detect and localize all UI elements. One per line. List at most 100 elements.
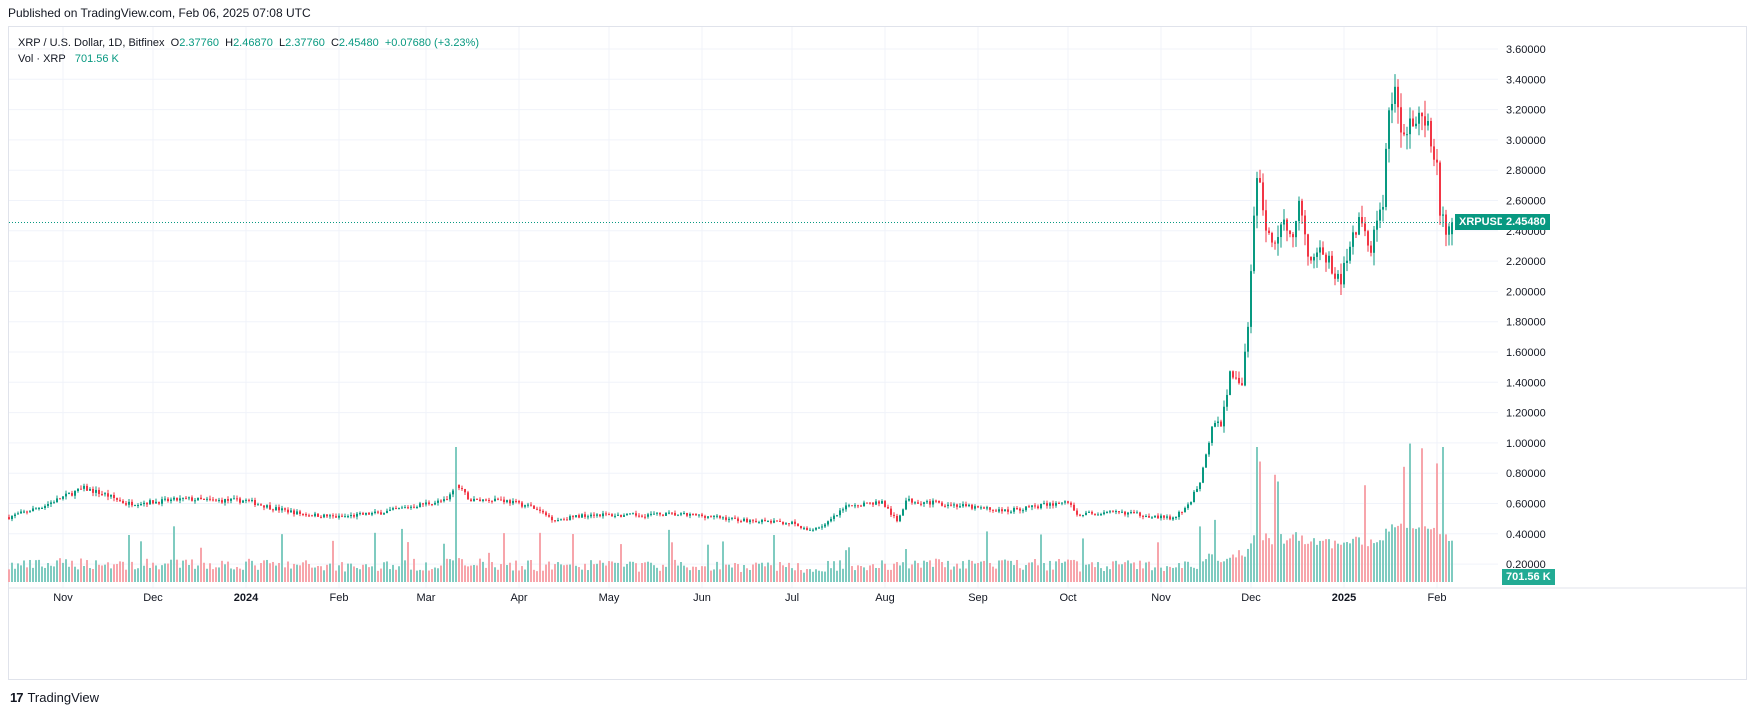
volume-bar <box>500 564 502 582</box>
candle-body <box>125 503 127 505</box>
volume-bar <box>1199 526 1201 582</box>
volume-bar <box>1295 532 1297 582</box>
candle-body <box>1364 223 1366 232</box>
candle-body <box>1121 511 1123 513</box>
candle-body <box>62 496 64 499</box>
candle-body <box>266 505 268 508</box>
candle-body <box>1238 377 1240 384</box>
volume-bar <box>1004 559 1006 582</box>
volume-bar <box>503 533 505 582</box>
volume-bar <box>518 570 520 582</box>
candle-body <box>572 516 574 518</box>
volume-bar <box>1175 567 1177 582</box>
candle-body <box>656 512 658 514</box>
candle-body <box>1367 231 1369 246</box>
volume-bar <box>1334 540 1336 582</box>
volume-bar <box>191 559 193 582</box>
candle-body <box>698 514 700 516</box>
volume-bar <box>41 566 43 582</box>
candle-body <box>782 521 784 525</box>
candle-body <box>338 515 340 518</box>
volume-bar <box>1223 561 1225 582</box>
candle-body <box>797 523 799 526</box>
candle-body <box>1142 515 1144 517</box>
volume-bar <box>596 563 598 582</box>
volume-bar <box>1427 528 1429 582</box>
volume-bar <box>1307 543 1309 582</box>
volume-bar <box>50 565 52 582</box>
tv-logo-icon[interactable]: 17 <box>10 690 24 705</box>
candle-body <box>1085 512 1087 515</box>
volume-bar <box>1451 540 1453 582</box>
volume-bar <box>431 569 433 582</box>
candle-body <box>1427 121 1429 126</box>
candle-body <box>428 502 430 505</box>
volume-bar <box>308 563 310 582</box>
volume-bar <box>62 562 64 582</box>
candle-body <box>1448 226 1450 235</box>
volume-bar <box>1289 538 1291 582</box>
volume-bar <box>332 540 334 582</box>
volume-bar <box>1022 569 1024 582</box>
candle-body <box>683 512 685 514</box>
volume-bar <box>1061 562 1063 582</box>
candle-body <box>530 504 532 506</box>
volume-bar <box>428 570 430 582</box>
chart-frame[interactable] <box>8 26 1747 680</box>
volume-bar <box>8 569 10 582</box>
volume-bar <box>1301 535 1303 582</box>
candle-body <box>827 521 829 525</box>
candle-body <box>1115 511 1117 513</box>
brand-name[interactable]: TradingView <box>27 690 100 705</box>
candle-body <box>203 498 205 500</box>
candle-body <box>323 514 325 518</box>
candle-body <box>842 509 844 511</box>
candle-body <box>857 505 859 507</box>
volume-bar <box>1406 527 1408 582</box>
volume-bar <box>704 566 706 582</box>
volume-bar <box>227 561 229 582</box>
volume-bar <box>23 560 25 582</box>
candle-body <box>494 498 496 502</box>
candle-body <box>1217 421 1219 423</box>
candle-body <box>758 522 760 524</box>
y-tick-label: 2.00000 <box>1506 286 1546 298</box>
volume-bar <box>119 561 121 582</box>
volume-bar <box>581 569 583 582</box>
volume-bar <box>827 560 829 582</box>
volume-bar <box>512 570 514 582</box>
candle-body <box>1406 134 1408 136</box>
volume-bar <box>116 563 118 582</box>
volume-bar <box>1313 538 1315 582</box>
candle-body <box>401 507 403 509</box>
volume-label[interactable]: Vol · XRP <box>18 53 66 65</box>
volume-bar <box>1154 567 1156 582</box>
volume-bar <box>374 532 376 582</box>
candle-body <box>884 501 886 507</box>
candle-body <box>215 499 217 501</box>
volume-bar <box>1193 567 1195 582</box>
volume-bar <box>707 544 709 582</box>
candle-body <box>167 498 169 502</box>
volume-bar <box>137 568 139 582</box>
candle-body <box>509 500 511 504</box>
candle-body <box>581 514 583 518</box>
volume-bar <box>173 526 175 582</box>
candle-body <box>239 498 241 503</box>
candle-body <box>749 520 751 523</box>
volume-bar <box>464 565 466 582</box>
volume-bar <box>509 562 511 582</box>
volume-bar <box>1178 563 1180 582</box>
volume-bar <box>1010 560 1012 582</box>
candle-body <box>854 505 856 507</box>
volume-bar <box>380 568 382 582</box>
candle-body <box>1163 515 1165 518</box>
symbol-label[interactable]: XRP / U.S. Dollar, 1D, Bitfinex <box>18 37 165 49</box>
volume-bar <box>461 559 463 582</box>
candle-body <box>1187 504 1189 509</box>
candle-body <box>1382 206 1384 210</box>
volume-bar <box>1397 525 1399 582</box>
candle-body <box>653 513 655 515</box>
candle-body <box>473 498 475 502</box>
